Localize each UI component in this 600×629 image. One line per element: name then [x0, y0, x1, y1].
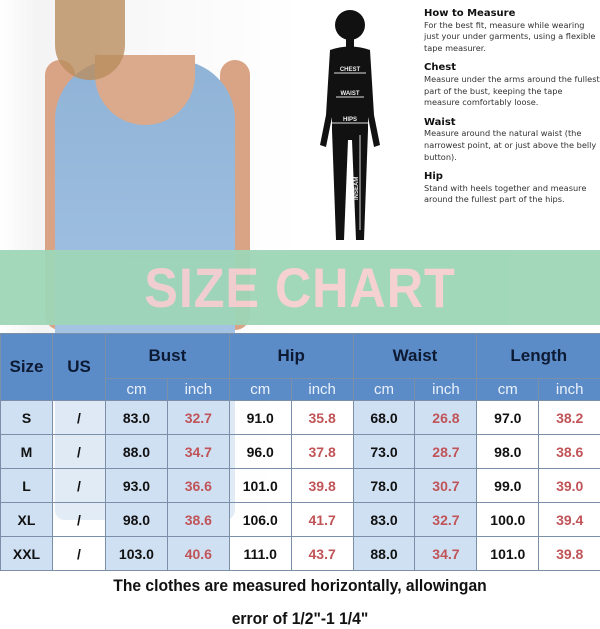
inch-cell: 39.8: [539, 537, 600, 571]
inch-cell: 34.7: [167, 435, 229, 469]
cm-cell: 100.0: [477, 503, 539, 537]
cm-cell: 97.0: [477, 401, 539, 435]
inch-cell: 38.6: [539, 435, 600, 469]
cm-cell: 88.0: [353, 537, 415, 571]
cm-cell: 91.0: [229, 401, 291, 435]
header-us: US: [53, 334, 106, 401]
inch-cell: 41.7: [291, 503, 353, 537]
header-unit-inch: inch: [415, 379, 477, 401]
body-silhouette-icon: CHEST WAIST HIPS INSEAM: [318, 5, 383, 250]
size-cell: XL: [1, 503, 53, 537]
inch-cell: 39.8: [291, 469, 353, 503]
size-cell: L: [1, 469, 53, 503]
cm-cell: 103.0: [106, 537, 168, 571]
header-length: Length: [477, 334, 600, 379]
us-cell: /: [53, 469, 106, 503]
inch-cell: 43.7: [291, 537, 353, 571]
hip-text: Stand with heels together and measure ar…: [424, 183, 600, 206]
inch-cell: 38.2: [539, 401, 600, 435]
cm-cell: 98.0: [477, 435, 539, 469]
waist-label: WAIST: [341, 91, 360, 97]
inseam-label: INSEAM: [354, 177, 360, 200]
measure-guide: How to Measure For the best fit, measure…: [424, 8, 600, 214]
guide-text: For the best fit, measure while wearing …: [424, 20, 600, 55]
cm-cell: 111.0: [229, 537, 291, 571]
header-unit-cm: cm: [477, 379, 539, 401]
cm-cell: 68.0: [353, 401, 415, 435]
inch-cell: 39.0: [539, 469, 600, 503]
chest-label: CHEST: [340, 67, 361, 73]
cm-cell: 93.0: [106, 469, 168, 503]
waist-text: Measure around the natural waist (the na…: [424, 128, 600, 163]
inch-cell: 34.7: [415, 537, 477, 571]
cm-cell: 83.0: [106, 401, 168, 435]
inch-cell: 30.7: [415, 469, 477, 503]
cm-cell: 98.0: [106, 503, 168, 537]
header-waist: Waist: [353, 334, 477, 379]
header-size: Size: [1, 334, 53, 401]
cm-cell: 101.0: [477, 537, 539, 571]
cm-cell: 99.0: [477, 469, 539, 503]
inch-cell: 26.8: [415, 401, 477, 435]
header-unit-inch: inch: [539, 379, 600, 401]
waist-title: Waist: [424, 117, 600, 129]
inch-cell: 37.8: [291, 435, 353, 469]
inch-cell: 40.6: [167, 537, 229, 571]
chest-title: Chest: [424, 62, 600, 74]
hip-title: Hip: [424, 171, 600, 183]
size-cell: S: [1, 401, 53, 435]
cm-cell: 78.0: [353, 469, 415, 503]
us-cell: /: [53, 503, 106, 537]
cm-cell: 83.0: [353, 503, 415, 537]
header-unit-cm: cm: [229, 379, 291, 401]
header-unit-inch: inch: [291, 379, 353, 401]
header-unit-cm: cm: [106, 379, 168, 401]
inch-cell: 38.6: [167, 503, 229, 537]
cm-cell: 101.0: [229, 469, 291, 503]
hips-label: HIPS: [343, 117, 357, 123]
size-cell: XXL: [1, 537, 53, 571]
inch-cell: 28.7: [415, 435, 477, 469]
inch-cell: 32.7: [167, 401, 229, 435]
footer-line-2: error of 1/2"-1 1/4": [24, 609, 576, 629]
header-unit-inch: inch: [167, 379, 229, 401]
cm-cell: 88.0: [106, 435, 168, 469]
inch-cell: 32.7: [415, 503, 477, 537]
footer-line-1: The clothes are measured horizontally, a…: [24, 576, 576, 596]
cm-cell: 96.0: [229, 435, 291, 469]
inch-cell: 39.4: [539, 503, 600, 537]
guide-title: How to Measure: [424, 8, 600, 20]
model-hair: [55, 0, 125, 80]
cm-cell: 106.0: [229, 503, 291, 537]
header-bust: Bust: [106, 334, 230, 379]
size-cell: M: [1, 435, 53, 469]
size-chart-banner: SIZE CHART: [0, 250, 600, 325]
us-cell: /: [53, 401, 106, 435]
banner-title: SIZE CHART: [144, 255, 455, 320]
cm-cell: 73.0: [353, 435, 415, 469]
inch-cell: 35.8: [291, 401, 353, 435]
us-cell: /: [53, 537, 106, 571]
chest-text: Measure under the arms around the fulles…: [424, 74, 600, 109]
inch-cell: 36.6: [167, 469, 229, 503]
header-hip: Hip: [229, 334, 353, 379]
us-cell: /: [53, 435, 106, 469]
header-unit-cm: cm: [353, 379, 415, 401]
